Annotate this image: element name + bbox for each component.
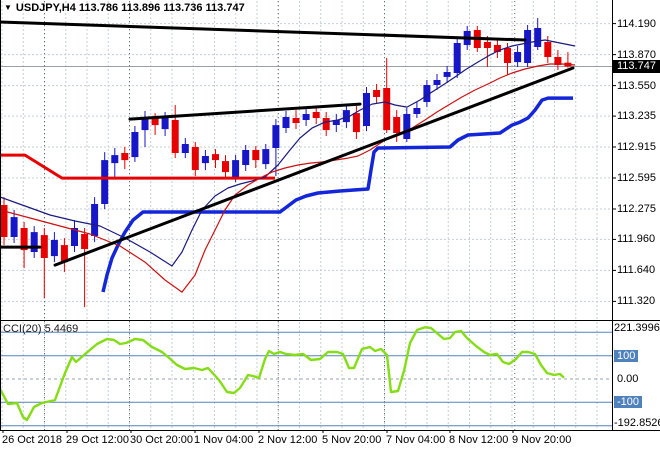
candle-bear	[383, 88, 391, 131]
candle-bull	[282, 117, 290, 128]
candle-bear	[81, 234, 89, 249]
trendline[interactable]	[0, 20, 527, 42]
candle-bear	[352, 113, 360, 133]
price-axis-label: 111.640	[617, 264, 656, 277]
cci-line	[0, 326, 565, 422]
candle-bull	[413, 108, 421, 114]
trendline[interactable]	[128, 102, 362, 121]
candle-bear	[504, 48, 511, 63]
price-axis-label: 112.915	[617, 141, 656, 154]
candle-bull	[302, 114, 310, 120]
time-axis-label: 5 Nov 20:00	[322, 434, 382, 446]
candle-bear	[322, 118, 330, 131]
candle-bull	[141, 117, 149, 131]
price-axis-label: 113.235	[617, 110, 656, 123]
candle-bear	[222, 161, 229, 173]
time-axis-label: 7 Nov 04:00	[386, 434, 446, 446]
candle-bull	[30, 232, 38, 252]
price-axis-label: 113.870	[617, 48, 656, 61]
time-axis-label: 29 Oct 12:00	[66, 434, 129, 446]
candle-bear	[151, 118, 159, 126]
candle-bear	[191, 147, 199, 170]
candle-bull	[71, 228, 78, 246]
candle-bull	[242, 150, 250, 165]
candle-bull	[262, 149, 270, 165]
candle-bull	[433, 80, 441, 85]
candle-bull	[514, 52, 522, 63]
cci-level-label: -100	[614, 396, 643, 409]
candle-bull	[201, 156, 209, 164]
price-axis-label: 114.190	[617, 17, 656, 30]
indicator-value: 5.4469	[44, 323, 79, 335]
candle-bear	[544, 42, 552, 57]
time-axis-label: 26 Oct 2018	[2, 434, 62, 446]
candle-bull	[403, 114, 411, 139]
price-axis-label: 113.550	[617, 79, 656, 92]
candle-bull	[10, 217, 18, 237]
candle-bear	[40, 235, 48, 258]
candle-bear	[312, 112, 320, 118]
candle-bull	[342, 110, 350, 123]
candle-bear	[252, 150, 260, 161]
trendline[interactable]	[53, 66, 575, 267]
ohlc-values-label: 113.786 113.896 113.736 113.747	[78, 2, 245, 14]
candle-bear	[292, 118, 300, 123]
candle-bear	[493, 45, 501, 52]
chart-title: ▼ USDJPY,H4 113.786 113.896 113.736 113.7…	[4, 2, 245, 14]
indicator-label: CCI(20) 5.4469	[3, 323, 78, 335]
time-axis-label: 8 Nov 12:00	[449, 434, 509, 446]
candle-bull	[111, 155, 119, 164]
candle-bull	[423, 85, 431, 102]
candle-bear	[212, 154, 219, 161]
chevron-down-icon[interactable]: ▼	[4, 3, 12, 12]
candle-bull	[91, 204, 99, 236]
candle-bull	[161, 116, 169, 130]
indicator-name: CCI(20)	[3, 323, 42, 335]
candle-bear	[554, 57, 562, 65]
candle-bear	[373, 90, 381, 97]
candle-bear	[393, 117, 401, 133]
candle-bull	[50, 240, 58, 257]
candle-bull	[332, 120, 340, 125]
cci-max-label: 221.3996	[614, 322, 660, 335]
current-price-box: 113.747	[613, 60, 660, 73]
cci-level-label: 100	[614, 349, 639, 362]
candle-bull	[232, 160, 240, 179]
step-line-red	[0, 153, 275, 180]
candle-bull	[453, 43, 461, 73]
time-axis-label: 2 Nov 12:00	[258, 434, 318, 446]
candle-bull	[101, 160, 109, 204]
candle-bull	[181, 144, 189, 153]
cci-min-label: -192.8526	[614, 417, 660, 430]
time-axis-label: 30 Oct 20:00	[130, 434, 193, 446]
ma-fast-line	[0, 39, 576, 267]
price-axis-label: 112.595	[617, 171, 656, 184]
symbol-period-label: USDJPY,H4	[15, 2, 76, 14]
candle-bull	[443, 72, 451, 77]
price-axis-label: 111.960	[617, 233, 656, 246]
price-axis-label: 111.320	[617, 295, 656, 308]
time-axis-label: 1 Nov 04:00	[194, 434, 254, 446]
candle-bear	[171, 120, 179, 153]
candle-bear	[483, 42, 491, 48]
candle-bull	[524, 30, 532, 63]
candle-bull	[131, 132, 139, 158]
candle-bull	[363, 93, 370, 126]
cci-zero-label: 0.00	[617, 373, 639, 385]
candle-bull	[534, 28, 542, 47]
candle-bear	[121, 153, 129, 161]
step-line-blue	[101, 96, 573, 293]
price-axis-label: 112.275	[617, 202, 656, 215]
candle-bear	[20, 228, 28, 251]
candle-bear	[60, 245, 68, 263]
candle-bear	[0, 205, 8, 237]
time-axis-label: 9 Nov 20:00	[512, 434, 572, 446]
candle-bull	[272, 125, 280, 148]
